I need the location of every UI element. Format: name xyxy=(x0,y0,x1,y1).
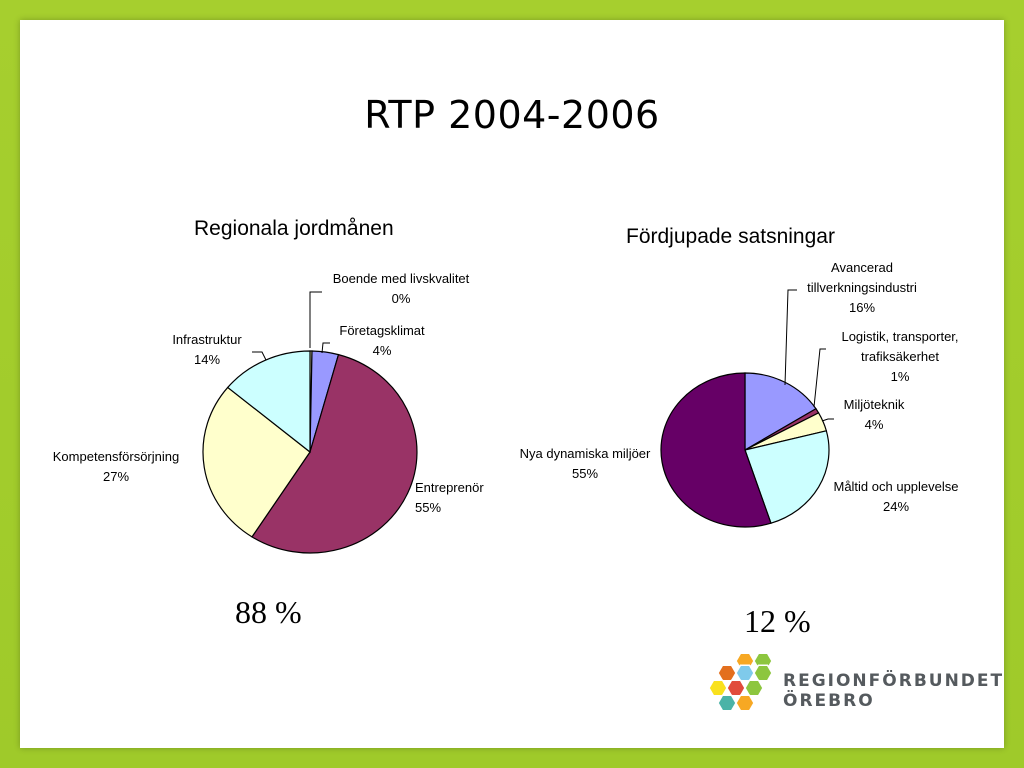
slide xyxy=(20,20,1004,748)
share-label-left: 88 % xyxy=(235,594,302,630)
pie-slice xyxy=(660,372,772,528)
chart-title-regionala: Regionala jordmånen xyxy=(194,217,394,240)
logo-hexagon xyxy=(708,679,728,697)
logo-hexagon xyxy=(717,694,737,712)
slice-label: Företagsklimat 4% xyxy=(339,323,425,358)
chart-title-fordjupade: Fördjupade satsningar xyxy=(626,225,835,248)
pie-slice xyxy=(202,386,311,538)
leader-line xyxy=(321,342,330,354)
leader-line xyxy=(821,418,834,422)
slice-label: Boende med livskvalitet 0% xyxy=(333,271,470,306)
share-label-right: 12 % xyxy=(744,603,811,639)
pie-chart-1: Avancerad tillverkningsindustri 16% Logisti… xyxy=(520,260,959,528)
logo-hexagon xyxy=(717,664,737,682)
slice-label: Miljöteknik 4% xyxy=(844,397,905,432)
logo-text: REGIONFÖRBUNDET ÖREBRO xyxy=(783,671,1004,711)
leader-line xyxy=(309,291,322,348)
slice-label: Kompetensförsörjning 27% xyxy=(53,449,179,484)
logo-hexagon xyxy=(726,679,746,697)
logo-hexagon xyxy=(753,664,773,682)
logo-hexagon xyxy=(744,679,764,697)
leader-line xyxy=(252,351,267,361)
slice-label: Logistik, transporter, trafiksäkerhet 1% xyxy=(841,329,958,384)
slice-label: Infrastruktur 14% xyxy=(172,332,242,367)
logo-hexagon xyxy=(735,694,755,712)
slice-label: Avancerad tillverkningsindustri 16% xyxy=(807,260,917,315)
pie-slice xyxy=(744,430,830,524)
slide-title: RTP 2004-2006 xyxy=(364,93,660,137)
logo-hexagon xyxy=(735,664,755,682)
slice-label: Nya dynamiska miljöer 55% xyxy=(520,446,651,481)
logo-line2: ÖREBRO xyxy=(783,691,875,711)
leader-line xyxy=(813,348,826,408)
leader-line xyxy=(784,289,797,386)
logo-line1: REGIONFÖRBUNDET xyxy=(783,671,1005,691)
logo-hexagons xyxy=(708,652,773,712)
pie-chart-0: Boende med livskvalitet 0% Företagsklimat 4… xyxy=(53,271,484,554)
pie-slice xyxy=(251,353,418,554)
pie-slice xyxy=(226,350,311,454)
slice-label: Entreprenör 55% xyxy=(415,480,484,515)
slice-label: Måltid och upplevelse 24% xyxy=(833,479,958,514)
